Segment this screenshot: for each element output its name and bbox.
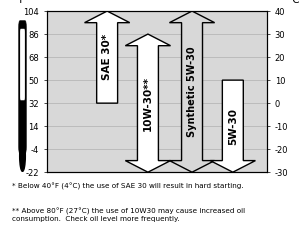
Text: Synthetic 5W-30: Synthetic 5W-30 [187,46,197,137]
Text: 10W-30**: 10W-30** [143,76,153,131]
Polygon shape [85,11,130,103]
Text: 5W-30: 5W-30 [228,108,238,145]
Polygon shape [210,80,255,172]
Text: * Below 40°F (4°C) the use of SAE 30 will result in hard starting.: * Below 40°F (4°C) the use of SAE 30 wil… [12,183,244,190]
Polygon shape [169,11,214,172]
Text: SAE 30*: SAE 30* [102,34,112,80]
Circle shape [20,141,25,171]
Polygon shape [125,34,170,172]
Text: °F: °F [14,0,26,5]
FancyBboxPatch shape [20,29,25,100]
Text: °C: °C [287,0,300,5]
FancyBboxPatch shape [19,21,26,153]
Text: ** Above 80°F (27°C) the use of 10W30 may cause increased oil
consumption.  Chec: ** Above 80°F (27°C) the use of 10W30 ma… [12,208,245,222]
